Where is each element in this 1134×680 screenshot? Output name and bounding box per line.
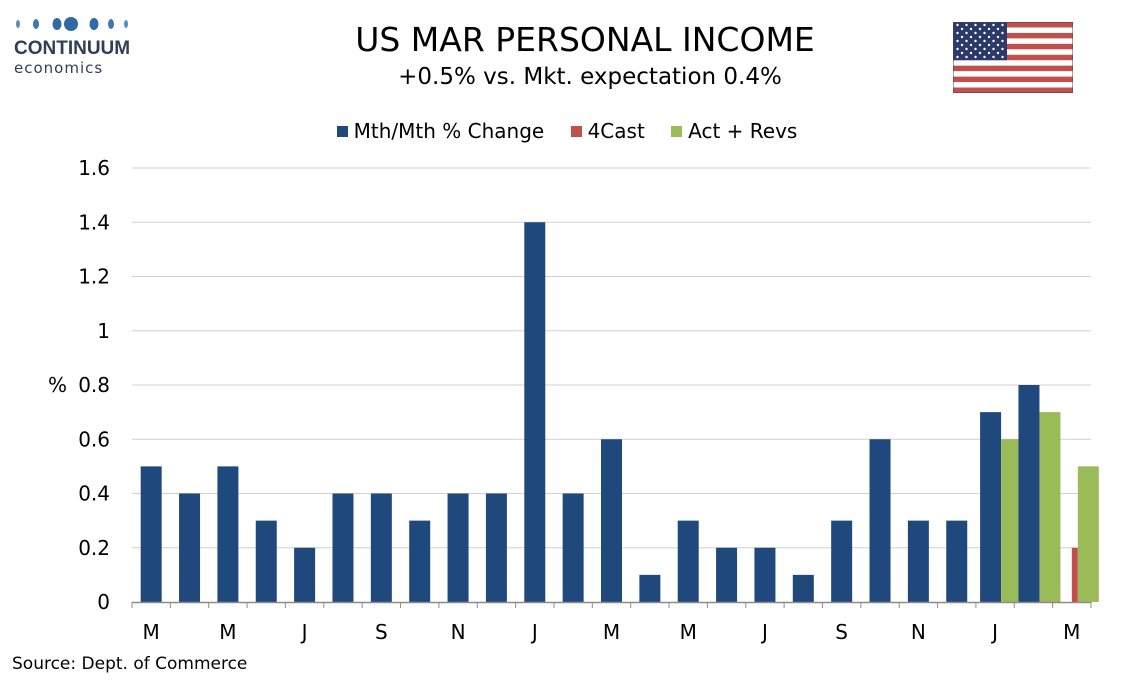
bar-mth-mth [562, 493, 584, 602]
x-tick-label: N [911, 620, 926, 644]
bar-mth-mth [716, 547, 738, 602]
us-flag-icon [953, 22, 1073, 93]
x-tick-label: M [603, 620, 620, 644]
logo-wordmark-bottom: economics [14, 59, 104, 77]
bar-mth-mth [601, 439, 622, 602]
bar-mth-mth [946, 520, 968, 602]
bar-mth-mth [294, 547, 316, 602]
bar-act-revs [1001, 439, 1023, 602]
x-tick-label: J [760, 620, 768, 644]
x-tick-label: N [451, 620, 466, 644]
legend-item-mth-mth: Mth/Mth % Change [336, 116, 545, 146]
bar-mth-mth [370, 493, 392, 602]
x-tick-label: J [300, 620, 308, 644]
bar-mth-mth [409, 520, 431, 602]
bar-mth-mth [677, 520, 699, 602]
y-tick-label: 0.6 [78, 427, 110, 451]
y-tick-label: 0 [97, 590, 110, 614]
bar-mth-mth [907, 520, 929, 602]
y-tick-label: 1 [97, 319, 110, 343]
y-axis-label: % [48, 373, 67, 397]
x-tick-label: M [143, 620, 160, 644]
legend-swatch-act-revs [671, 126, 683, 137]
legend-label-mth-mth: Mth/Mth % Change [353, 119, 545, 143]
legend-swatch-4cast [570, 126, 582, 137]
y-tick-label: 0.8 [78, 373, 110, 397]
bar-mth-mth [524, 222, 546, 602]
chart-legend: Mth/Mth % Change 4Cast Act + Revs [0, 116, 1134, 146]
bar-mth-mth [140, 466, 162, 602]
legend-swatch-mth-mth [336, 126, 348, 137]
y-tick-label: 1.4 [78, 210, 110, 234]
x-tick-label: J [990, 620, 998, 644]
bar-act-revs [1077, 466, 1099, 602]
continuum-economics-logo: CONTINUUM economics [14, 14, 134, 76]
x-tick-label: S [375, 620, 388, 644]
bar-mth-mth [980, 412, 1002, 602]
y-tick-label: 1.6 [78, 156, 110, 180]
y-tick-label: 0.2 [78, 536, 110, 560]
chart-subtitle: +0.5% vs. Mkt. expectation 0.4% [398, 64, 782, 90]
x-tick-label: M [680, 620, 697, 644]
bar-mth-mth [754, 547, 776, 602]
bar-mth-mth [869, 439, 891, 602]
bar-mth-mth [217, 466, 239, 602]
y-tick-label: 1.2 [78, 265, 110, 289]
logo-wordmark-top: CONTINUUM [14, 38, 131, 59]
source-note: Source: Dept. of Commerce [12, 654, 248, 674]
bar-mth-mth [792, 574, 814, 602]
legend-label-act-revs: Act + Revs [688, 119, 798, 143]
bar-mth-mth [447, 493, 469, 602]
bar-mth-mth [179, 493, 201, 602]
bar-mth-mth [332, 493, 354, 602]
bar-4cast [1071, 547, 1078, 602]
x-tick-label: J [530, 620, 538, 644]
bar-mth-mth [1018, 385, 1040, 602]
x-tick-label: M [1063, 620, 1080, 644]
bar-mth-mth [831, 520, 853, 602]
legend-item-act-revs: Act + Revs [671, 116, 797, 146]
legend-label-4cast: 4Cast [587, 119, 645, 143]
bar-act-revs [1039, 412, 1061, 602]
y-tick-label: 0.4 [78, 482, 110, 506]
x-tick-label: S [835, 620, 848, 644]
chart-title: US MAR PERSONAL INCOME [355, 20, 815, 59]
bar-mth-mth [485, 493, 507, 602]
bar-mth-mth [255, 520, 277, 602]
bar-mth-mth [639, 574, 661, 602]
x-tick-label: M [219, 620, 236, 644]
logo-dots-icon [16, 17, 128, 31]
legend-item-4cast: 4Cast [570, 116, 645, 146]
